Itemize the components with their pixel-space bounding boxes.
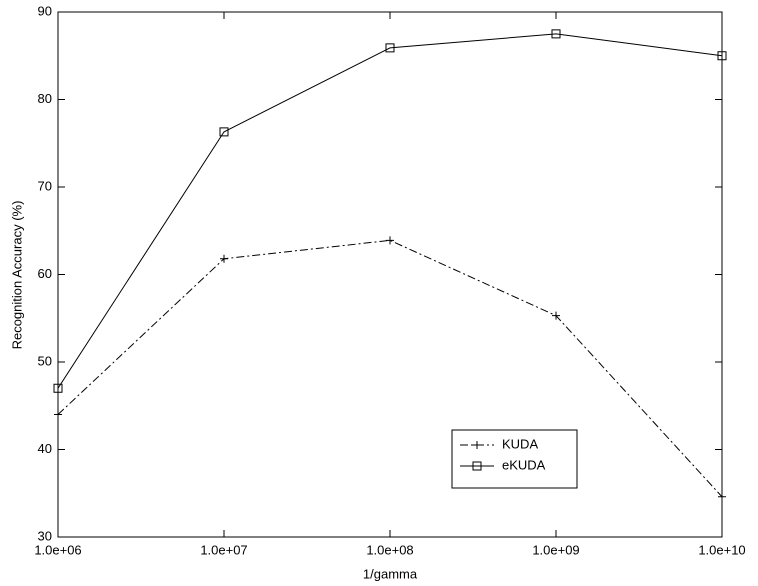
marker	[54, 410, 62, 419]
y-axis-label: Recognition Accuracy (%)	[9, 201, 24, 350]
y-tick-label: 40	[38, 441, 52, 456]
y-tick-label: 70	[38, 178, 52, 193]
x-tick-label: 1.0e+09	[532, 542, 579, 557]
marker	[219, 127, 229, 137]
series-line	[57, 239, 723, 498]
legend-label: KUDA	[502, 436, 538, 451]
series-line	[57, 33, 723, 389]
x-tick-label: 1.0e+07	[200, 542, 247, 557]
y-tick-label: 90	[38, 3, 52, 18]
x-tick-label: 1.0e+06	[34, 542, 81, 557]
legend-marker	[472, 461, 482, 471]
plot-frame	[57, 11, 723, 538]
x-axis-label: 1/gamma	[363, 566, 418, 581]
legend-box	[451, 429, 578, 489]
marker	[53, 383, 63, 393]
marker	[717, 51, 727, 61]
x-tick-label: 1.0e+08	[366, 542, 413, 557]
marker	[718, 492, 726, 501]
marker	[385, 43, 395, 53]
legend-marker	[473, 441, 481, 449]
legend-label: eKUDA	[502, 457, 546, 472]
y-tick-label: 60	[38, 266, 52, 281]
marker	[220, 254, 228, 263]
marker	[552, 311, 560, 320]
marker	[551, 29, 561, 39]
y-tick-label: 50	[38, 353, 52, 368]
y-tick-label: 80	[38, 91, 52, 106]
marker	[386, 236, 394, 245]
x-tick-label: 1.0e+10	[698, 542, 745, 557]
y-tick-label: 30	[38, 528, 52, 543]
